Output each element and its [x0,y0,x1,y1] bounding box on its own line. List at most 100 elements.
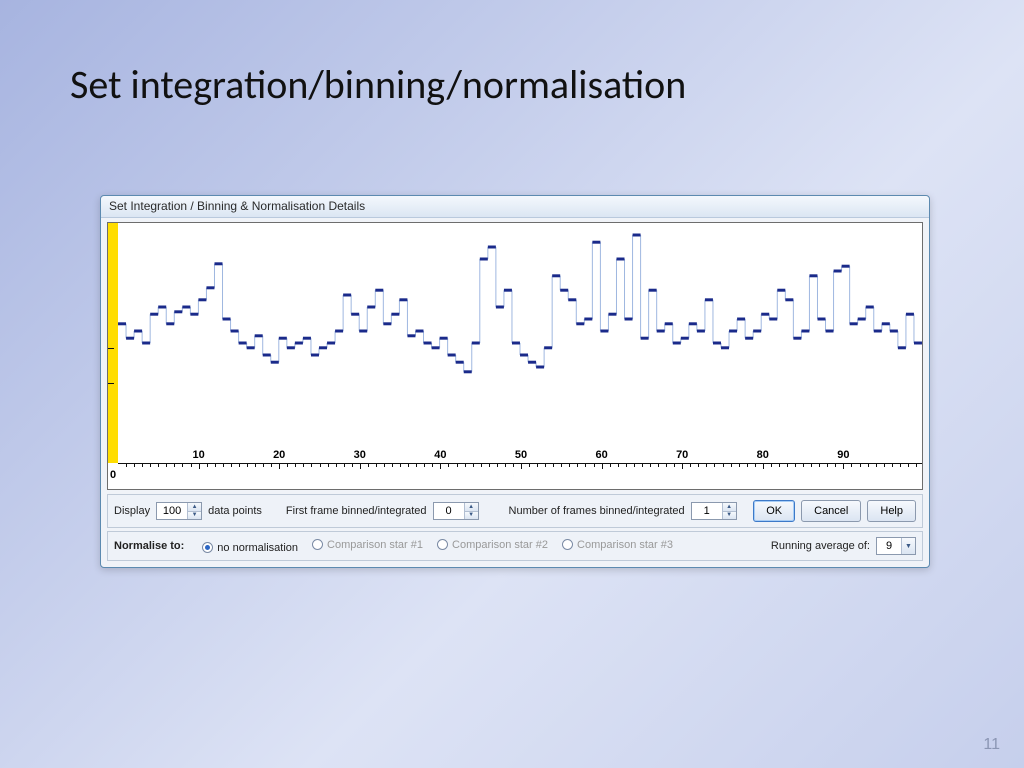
first-frame-input[interactable] [434,503,464,519]
x-tick-minor [569,463,570,467]
x-tick-minor [231,463,232,467]
dialog-body: 0 102030405060708090 Display ▲ ▼ data po… [101,218,929,567]
x-tick-minor [311,463,312,467]
dialog-titlebar[interactable]: Set Integration / Binning & Normalisatio… [101,196,929,218]
spin-up-icon[interactable]: ▲ [723,503,736,512]
x-tick-minor [505,463,506,467]
x-tick-minor [731,463,732,467]
x-tick-label: 90 [837,449,849,461]
normalise-radio[interactable]: no normalisation [202,542,298,554]
x-tick-minor [255,463,256,467]
x-tick-major [440,463,441,469]
radio-icon [312,539,323,550]
x-tick-minor [860,463,861,467]
spin-down-icon[interactable]: ▼ [465,512,478,520]
cancel-button[interactable]: Cancel [801,500,861,522]
page-number: 11 [983,736,1000,754]
spin-down-icon[interactable]: ▼ [723,512,736,520]
x-tick-minor [876,463,877,467]
normalise-label: Normalise to: [114,540,184,552]
radio-label: Comparison star #2 [452,539,548,551]
x-tick-minor [771,463,772,467]
x-tick-minor [795,463,796,467]
x-tick-minor [650,463,651,467]
spin-up-icon[interactable]: ▲ [465,503,478,512]
x-tick-label: 40 [434,449,446,461]
spin-up-icon[interactable]: ▲ [188,503,201,512]
x-tick-minor [916,463,917,467]
x-tick-minor [368,463,369,467]
x-tick-minor [787,463,788,467]
x-tick-minor [714,463,715,467]
x-tick-minor [336,463,337,467]
x-tick-major [602,463,603,469]
x-tick-minor [529,463,530,467]
running-avg-combo[interactable]: ▼ [876,537,916,555]
x-tick-major [279,463,280,469]
normalise-radio: Comparison star #3 [562,539,673,551]
x-tick-label: 20 [273,449,285,461]
x-tick-minor [465,463,466,467]
help-button[interactable]: Help [867,500,916,522]
x-tick-minor [344,463,345,467]
x-tick-minor [900,463,901,467]
x-tick-minor [320,463,321,467]
x-tick-minor [851,463,852,467]
x-tick-minor [610,463,611,467]
radio-label: Comparison star #1 [327,539,423,551]
ok-button[interactable]: OK [753,500,795,522]
x-tick-minor [513,463,514,467]
y-tick [108,348,114,349]
x-tick-minor [819,463,820,467]
x-tick-minor [424,463,425,467]
spin-down-icon[interactable]: ▼ [188,512,201,520]
x-tick-minor [626,463,627,467]
num-frames-spinner[interactable]: ▲ ▼ [691,502,737,520]
display-unit-label: data points [208,505,262,517]
radio-label: no normalisation [217,542,298,554]
first-frame-label: First frame binned/integrated [286,505,427,517]
x-tick-major [199,463,200,469]
running-avg-input[interactable] [877,538,901,554]
num-frames-label: Number of frames binned/integrated [509,505,685,517]
x-tick-minor [723,463,724,467]
x-tick-minor [577,463,578,467]
x-tick-minor [126,463,127,467]
controls-row: Display ▲ ▼ data points First frame binn… [107,494,923,528]
display-label: Display [114,505,150,517]
x-tick-minor [352,463,353,467]
x-tick-minor [215,463,216,467]
x-tick-minor [666,463,667,467]
radio-icon [562,539,573,550]
y-tick [108,383,114,384]
x-tick-minor [658,463,659,467]
x-tick-minor [191,463,192,467]
x-tick-minor [634,463,635,467]
x-tick-minor [473,463,474,467]
x-tick-minor [271,463,272,467]
display-input[interactable] [157,503,187,519]
x-tick-minor [150,463,151,467]
x-tick-minor [739,463,740,467]
x-tick-minor [239,463,240,467]
x-tick-minor [408,463,409,467]
chart-area: 0 102030405060708090 [107,222,923,490]
x-tick-minor [803,463,804,467]
display-spinner[interactable]: ▲ ▼ [156,502,202,520]
x-tick-minor [481,463,482,467]
x-tick-major [521,463,522,469]
x-tick-minor [585,463,586,467]
x-tick-minor [182,463,183,467]
first-frame-spinner[interactable]: ▲ ▼ [433,502,479,520]
x-tick-label: 30 [354,449,366,461]
dialog-window: Set Integration / Binning & Normalisatio… [100,195,930,568]
radio-icon [437,539,448,550]
num-frames-input[interactable] [692,503,722,519]
x-tick-minor [303,463,304,467]
normalise-radio: Comparison star #1 [312,539,423,551]
x-tick-minor [827,463,828,467]
normalise-radio: Comparison star #2 [437,539,548,551]
chevron-down-icon[interactable]: ▼ [901,538,915,554]
x-tick-minor [263,463,264,467]
x-tick-minor [384,463,385,467]
